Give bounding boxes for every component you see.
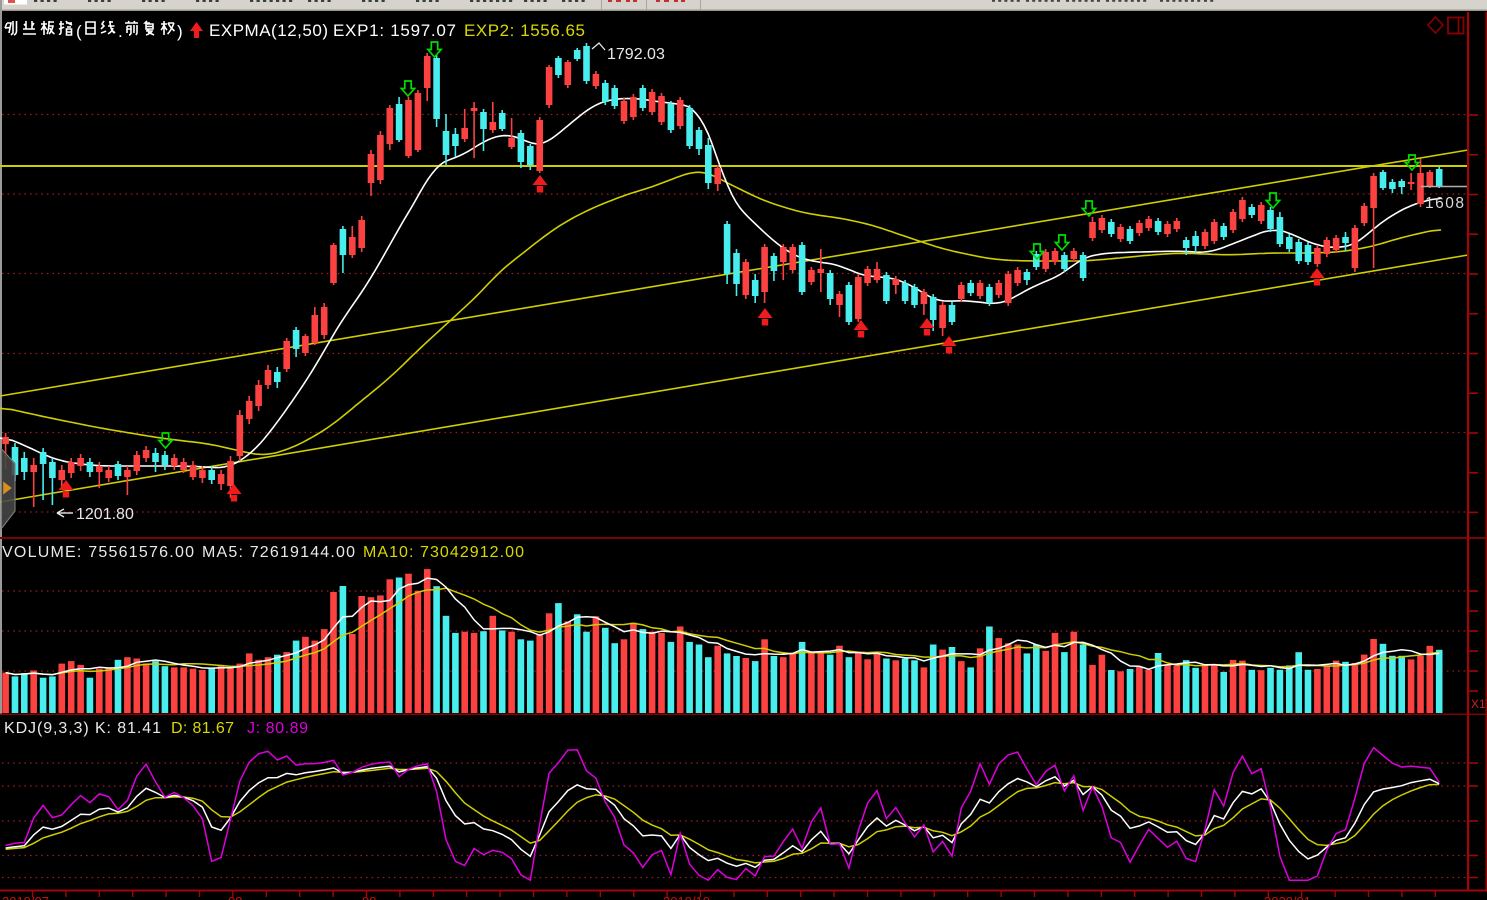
svg-text:EXP2: 1556.65: EXP2: 1556.65 <box>464 21 585 40</box>
svg-text:2020/01: 2020/01 <box>1264 894 1311 900</box>
svg-text:EXP1: 1597.07: EXP1: 1597.07 <box>333 21 456 40</box>
svg-text:MA10: 73042912.00: MA10: 73042912.00 <box>363 544 524 561</box>
svg-text:(: ( <box>76 22 82 41</box>
svg-text:2019/10: 2019/10 <box>663 894 710 900</box>
svg-text:1608: 1608 <box>1425 195 1464 212</box>
svg-text:1201.80: 1201.80 <box>76 506 134 523</box>
svg-text:2019/07: 2019/07 <box>2 894 49 900</box>
svg-text:D: 81.67: D: 81.67 <box>171 720 234 737</box>
svg-text:08: 08 <box>228 894 242 900</box>
svg-text:): ) <box>177 22 183 41</box>
svg-text:.: . <box>118 22 123 41</box>
svg-text:1792.03: 1792.03 <box>607 46 665 63</box>
svg-text:09: 09 <box>362 894 376 900</box>
svg-text:X1: X1 <box>1471 697 1486 711</box>
svg-text:KDJ(9,3,3) K: 81.41: KDJ(9,3,3) K: 81.41 <box>4 720 161 737</box>
svg-text:MA5: 72619144.00: MA5: 72619144.00 <box>202 544 355 561</box>
svg-text:VOLUME: 75561576.00: VOLUME: 75561576.00 <box>2 544 194 561</box>
svg-text:J: 80.89: J: 80.89 <box>247 720 308 737</box>
svg-text:EXPMA(12,50): EXPMA(12,50) <box>209 21 328 40</box>
